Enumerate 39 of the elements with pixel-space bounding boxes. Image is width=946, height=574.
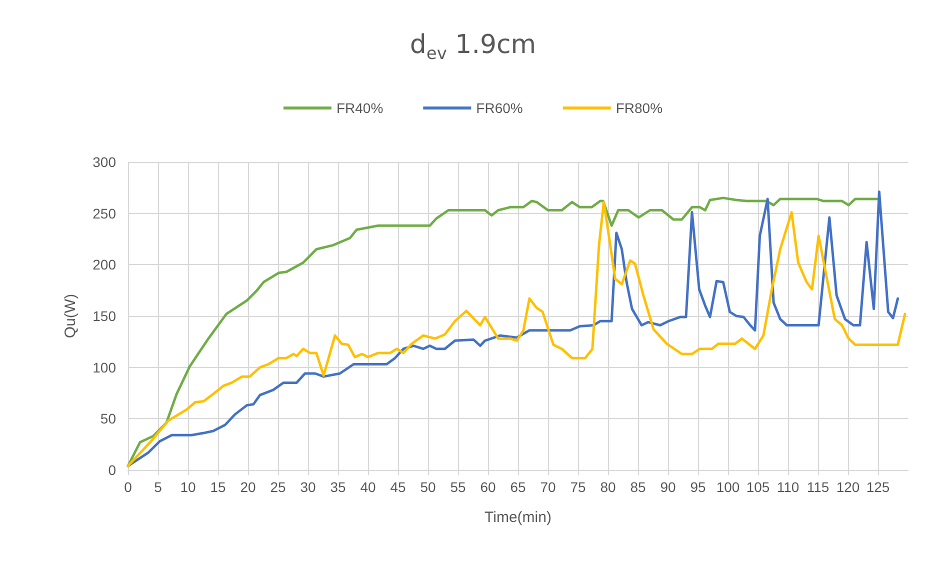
x-tick-label: 65 [510,479,526,495]
y-tick-label: 300 [92,154,116,170]
chart-title: d$_{ev}$ 1.9cm [408,30,538,64]
y-axis-title: Qu(W) [62,294,79,338]
x-tick-label: 85 [630,479,646,495]
x-tick-label: 100 [716,479,740,495]
x-tick-label: 80 [600,479,616,495]
x-tick-label: 15 [210,479,226,495]
x-tick-label: 125 [866,479,890,495]
x-tick-label: 20 [240,479,256,495]
x-tick-label: 90 [660,479,676,495]
x-tick-label: 30 [300,479,316,495]
x-tick-label: 5 [154,479,162,495]
legend-label: FR80% [616,100,663,116]
x-tick-label: 70 [540,479,556,495]
y-tick-label: 50 [100,410,116,427]
x-tick-label: 0 [124,479,132,495]
x-tick-label: 50 [420,479,436,495]
x-tick-label: 95 [690,479,706,495]
x-tick-label: 115 [806,479,830,495]
x-tick-label: 55 [450,479,466,495]
y-tick-label: 0 [108,462,116,478]
x-tick-label: 105 [746,479,770,495]
x-axis-title: Time(min) [484,509,552,526]
x-tick-label: 75 [570,479,586,495]
x-tick-label: 10 [180,479,196,495]
x-tick-label: 40 [360,479,376,495]
x-tick-label: 25 [270,479,286,495]
x-tick-label: 35 [330,479,346,495]
y-tick-label: 200 [92,256,116,273]
x-tick-label: 110 [776,479,800,495]
x-tick-label: 120 [836,479,860,495]
y-tick-label: 150 [92,308,116,324]
x-tick-label: 60 [480,479,496,495]
x-tick-label: 45 [390,479,406,495]
legend-label: FR40% [336,100,384,116]
y-tick-label: 100 [92,359,116,376]
legend-label: FR60% [476,100,523,116]
y-tick-label: 250 [92,205,116,222]
